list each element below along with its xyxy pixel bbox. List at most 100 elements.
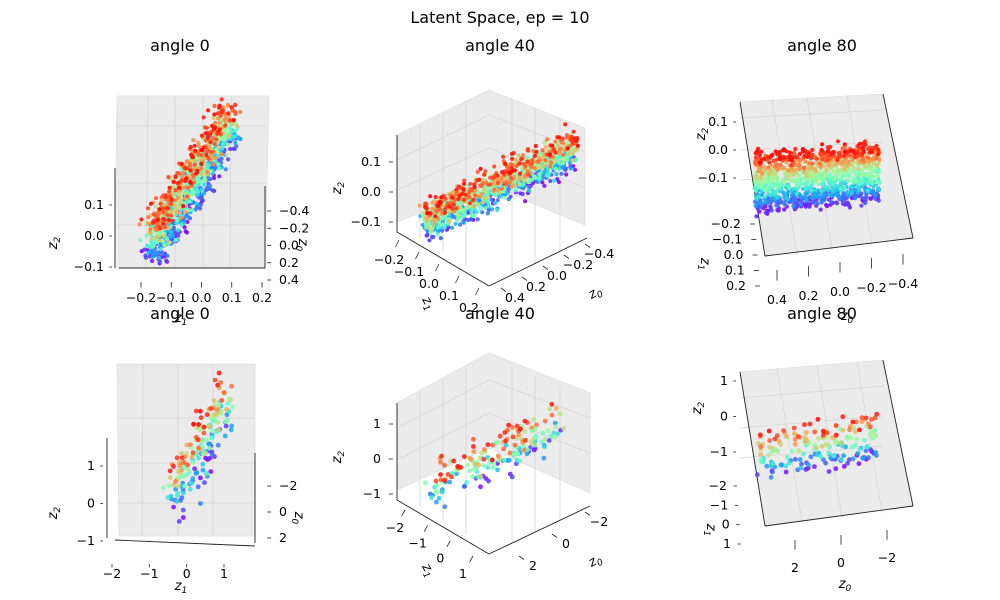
scatter-point xyxy=(791,203,796,208)
scatter-points xyxy=(754,411,880,480)
scatter-point xyxy=(211,162,216,167)
grid-line xyxy=(776,367,803,523)
scatter-point xyxy=(815,177,820,182)
scatter-point xyxy=(219,146,224,151)
scatter-point xyxy=(490,442,496,448)
scatter-point xyxy=(478,183,483,188)
scatter-point xyxy=(839,183,844,188)
scatter-point xyxy=(164,258,169,263)
scatter-point xyxy=(438,236,443,241)
scatter-point xyxy=(541,455,547,461)
scatter-point xyxy=(174,498,180,504)
scatter-point xyxy=(842,186,847,191)
scatter-point xyxy=(203,455,209,461)
scatter-point xyxy=(552,433,558,439)
scatter-point xyxy=(871,145,876,150)
scatter-point xyxy=(231,118,236,123)
scatter-point xyxy=(436,204,441,209)
scatter-point xyxy=(506,197,511,202)
scatter-point xyxy=(147,231,152,236)
y-axis-tick-label: 1 xyxy=(723,536,731,551)
scatter-point xyxy=(212,411,218,417)
scatter-point xyxy=(783,469,789,475)
scatter-point xyxy=(155,220,160,225)
scatter-point xyxy=(768,168,773,173)
y-axis-label-subscript: 0 xyxy=(289,519,299,525)
scatter-point xyxy=(859,415,865,421)
scatter-point xyxy=(857,167,862,172)
scatter-point xyxy=(457,193,462,199)
scatter-point xyxy=(845,190,850,195)
scatter-point xyxy=(439,489,445,495)
subplot-angle0-sparse: −2 −1 0 1 −2 0 2 −1 0 1 z1 z0 z2 angle 0 xyxy=(15,268,345,596)
scatter-point xyxy=(876,187,881,192)
scatter-point xyxy=(514,163,519,169)
scatter-point xyxy=(495,467,500,473)
subplot-title: angle 40 xyxy=(465,36,535,55)
scatter-point xyxy=(769,208,774,213)
scatter-point xyxy=(833,466,839,472)
scatter-point xyxy=(187,199,192,204)
x-axis-tick-label: −0.2 xyxy=(856,280,886,295)
axis-line xyxy=(488,237,588,287)
scatter-point xyxy=(429,495,434,500)
scatter-point xyxy=(165,212,170,218)
scatter-point xyxy=(781,428,786,433)
scatter-point xyxy=(438,222,443,227)
scatter-point xyxy=(179,178,184,183)
scatter-point xyxy=(826,469,832,474)
scatter-point xyxy=(229,105,234,110)
scatter-point xyxy=(774,162,779,167)
scatter-point xyxy=(844,436,850,441)
scatter-point xyxy=(783,171,788,176)
scatter-point xyxy=(151,244,156,249)
scatter-point xyxy=(809,188,814,193)
scatter-point xyxy=(182,483,188,489)
scatter-point xyxy=(173,238,178,243)
scatter-point xyxy=(450,195,455,200)
scatter-point xyxy=(469,209,474,214)
scatter-point xyxy=(553,139,558,144)
scatter-point xyxy=(835,157,840,162)
scatter-point xyxy=(186,208,191,213)
scatter-point xyxy=(167,240,172,245)
y-axis-tick-label: 0 xyxy=(562,536,570,551)
scatter-point xyxy=(216,427,222,433)
x-axis-tick-label: 1 xyxy=(220,566,228,581)
x-axis-label-subscript: 0 xyxy=(848,316,854,326)
scatter-point xyxy=(158,226,163,231)
scatter-point xyxy=(472,184,477,189)
scatter-point xyxy=(199,172,204,177)
scatter-point xyxy=(165,253,170,258)
scatter-point xyxy=(789,157,794,162)
scatter-point xyxy=(167,468,173,474)
scatter-point xyxy=(206,424,212,429)
scatter-point xyxy=(173,174,178,179)
scatter-point xyxy=(521,182,526,187)
scatter-point xyxy=(461,454,467,459)
scatter-point xyxy=(462,483,468,489)
scatter-point xyxy=(785,454,790,460)
scatter-point xyxy=(228,427,234,433)
scatter-point xyxy=(814,452,820,458)
scatter-point xyxy=(790,193,795,198)
scatter-point xyxy=(561,152,566,157)
scatter-point xyxy=(165,495,171,500)
scatter-point xyxy=(475,202,481,207)
scatter-point xyxy=(451,202,456,207)
scatter-point xyxy=(869,150,874,155)
scatter-point xyxy=(449,470,455,476)
scatter-point xyxy=(221,390,227,395)
scatter-point xyxy=(806,462,811,468)
scatter-point xyxy=(468,181,473,187)
scatter-point xyxy=(522,429,528,434)
scatter-point xyxy=(167,185,172,190)
scatter-point xyxy=(209,452,215,457)
scatter-point xyxy=(857,427,862,433)
x-axis-tick xyxy=(469,555,474,563)
scatter-point xyxy=(226,157,231,162)
scatter-point xyxy=(169,210,174,215)
scatter-point xyxy=(867,172,872,177)
scatter-point xyxy=(210,135,215,140)
scatter-point xyxy=(232,109,237,114)
